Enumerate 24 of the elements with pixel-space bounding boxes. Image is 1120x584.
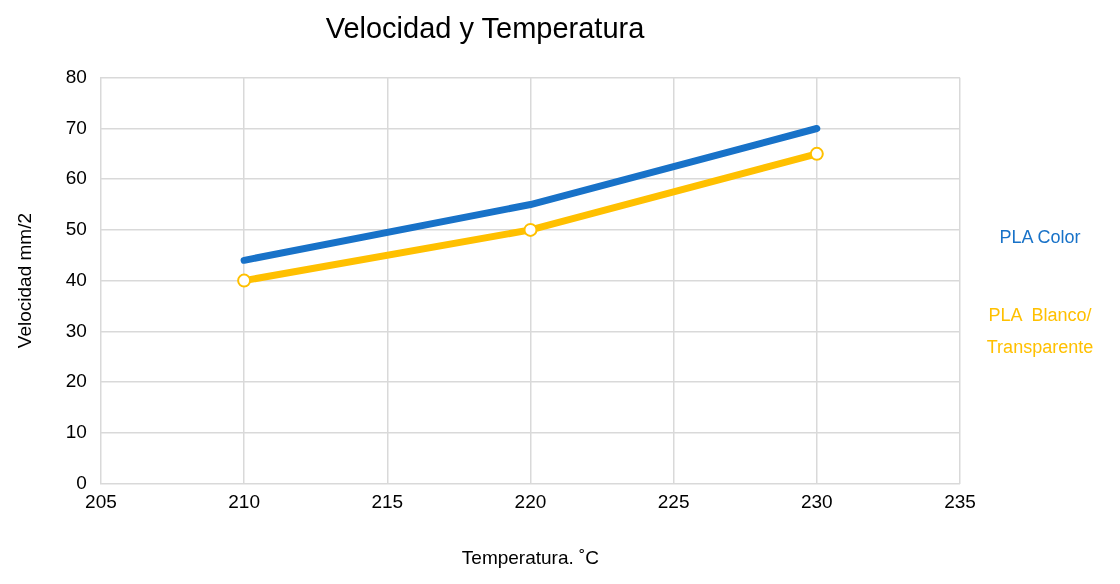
x-tick-label: 215 [371,491,404,513]
point [809,146,824,161]
y-tick-label: 80 [65,66,87,88]
x-tick-label: 210 [228,491,260,513]
y-tick-label: 20 [65,370,87,392]
x-tick-label: 230 [800,491,833,513]
point [237,273,252,288]
y-tick-label: 60 [65,167,87,189]
y-tick-label: 10 [65,420,87,442]
x-tick-label: 235 [944,491,976,513]
x-axis-title: Temperatura. ˚C [461,546,600,568]
text: PLA Color [999,227,1081,248]
x-tick-label: 225 [657,491,690,513]
chart-title: Velocidad y Temperatura [325,12,646,45]
y-tick-label: 70 [65,116,87,138]
y-tick-label: 50 [65,218,87,240]
point [523,222,538,237]
text: PLA Blanco/ Transparente [986,305,1094,358]
x-tick-label: 205 [85,491,117,513]
y-tick-label: 40 [65,268,87,290]
x-tick-label: 220 [514,491,547,513]
y-axis-title: Velocidad mm/2 [13,213,35,349]
y-tick-label: 30 [65,319,87,341]
y-tick-label: 0 [76,471,87,493]
